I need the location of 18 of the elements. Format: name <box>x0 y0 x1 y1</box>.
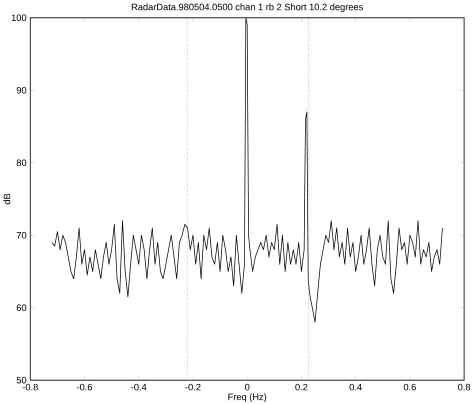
x-tick-label: -0.6 <box>76 384 92 390</box>
x-tick-label: 0.8 <box>458 384 470 390</box>
x-tick-label: -0.4 <box>131 384 146 390</box>
x-tick-label: 0.6 <box>404 384 416 390</box>
x-tick-label: 0.4 <box>350 384 362 390</box>
y-tick-label: 70 <box>16 232 26 238</box>
y-axis-title: dB <box>3 194 10 204</box>
x-tick-label: -0.8 <box>22 384 38 390</box>
y-tick-label: 60 <box>16 304 26 311</box>
y-tick-label: 50 <box>16 376 26 384</box>
chart-title: RadarData.980504.0500 chan 1 rb 2 Short 10.2 degrees <box>132 3 363 12</box>
y-tick-label: 100 <box>12 14 26 21</box>
y-tick-label: 90 <box>16 86 26 94</box>
x-axis-title: Freq (Hz) <box>228 393 266 402</box>
x-tick-label: 0 <box>244 384 250 390</box>
x-tick-label: -0.2 <box>185 384 200 390</box>
y-tick-label: 80 <box>16 159 26 166</box>
x-tick-label: 0.2 <box>295 384 308 390</box>
